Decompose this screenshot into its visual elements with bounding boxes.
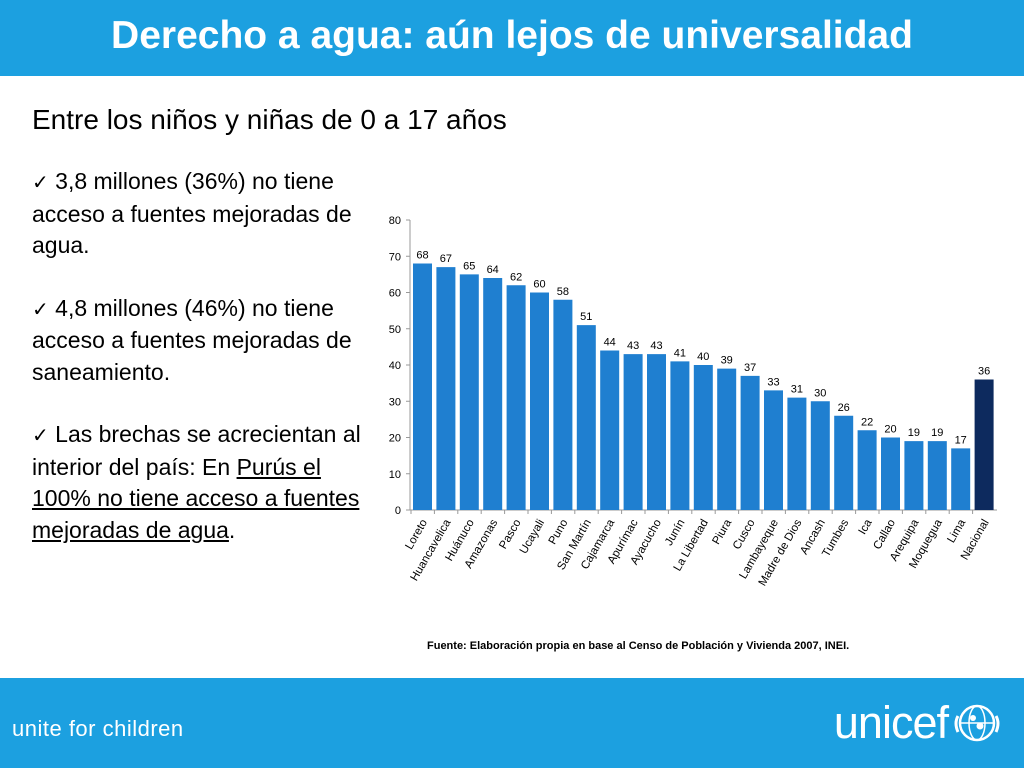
x-tick-label: Piura: [710, 517, 734, 547]
y-tick-label: 0: [395, 505, 401, 517]
bar: [413, 263, 432, 510]
bullet-item: ✓ 4,8 millones (46%) no tiene acceso a f…: [32, 293, 362, 389]
footer-bar: unite for children unicef: [0, 678, 1024, 768]
bullet-text: 3,8 millones (36%) no tiene acceso a fue…: [32, 168, 352, 258]
x-tick-label: Lima: [945, 517, 968, 545]
bar: [670, 361, 690, 510]
bar: [506, 285, 526, 510]
data-label: 67: [440, 253, 452, 265]
x-tick-label: Ica: [857, 517, 875, 537]
data-label: 31: [791, 384, 803, 396]
data-label: 41: [674, 347, 686, 359]
data-label: 43: [627, 340, 639, 352]
bar: [530, 292, 549, 510]
y-tick-label: 60: [389, 288, 401, 300]
x-tick-label: Junín: [663, 518, 687, 548]
title-bar: Derecho a agua: aún lejos de universalid…: [0, 0, 1024, 76]
data-label: 40: [697, 351, 709, 363]
data-label: 39: [721, 355, 733, 367]
data-label: 30: [814, 387, 826, 399]
unicef-logo: unicef: [834, 698, 1002, 748]
bar: [787, 397, 807, 510]
bar: [927, 441, 947, 510]
bar: [764, 390, 783, 510]
bullet-text: 4,8 millones (46%) no tiene acceso a fue…: [32, 294, 352, 385]
source-note: Fuente: Elaboración propia en base al Ce…: [427, 640, 850, 652]
y-tick-label: 80: [389, 215, 401, 227]
bar: [951, 448, 971, 510]
data-label: 60: [533, 279, 545, 291]
logo-wordmark: unicef: [833, 697, 949, 748]
data-label: 19: [908, 427, 920, 439]
data-label: 44: [604, 337, 616, 349]
tagline: unite for children: [12, 716, 184, 741]
checkmark-icon: ✓: [32, 423, 49, 447]
bar: [717, 368, 737, 510]
data-label: 58: [557, 286, 569, 298]
checkmark-icon: ✓: [32, 170, 49, 194]
data-label: 36: [978, 366, 990, 378]
bullet-highlight-text: Purús el 100% no tiene acceso a fuentes …: [32, 453, 360, 543]
y-tick-label: 40: [389, 360, 401, 372]
bar-chart: 0102030405060708068Loreto67Huancavelica6…: [389, 215, 997, 588]
bar: [623, 354, 643, 510]
data-label: 19: [931, 427, 943, 439]
bar: [553, 299, 573, 510]
data-label: 26: [838, 402, 850, 414]
bar: [600, 350, 620, 510]
bar: [483, 278, 503, 510]
data-label: 20: [884, 424, 896, 436]
bar: [904, 441, 924, 510]
bullet-item: ✓ Las brechas se acrecientan al interior…: [32, 419, 362, 546]
bar: [834, 415, 854, 510]
data-label: 64: [487, 264, 499, 276]
y-tick-label: 70: [389, 251, 401, 263]
bullet-item: ✓ 3,8 millones (36%) no tiene acceso a f…: [32, 166, 362, 262]
slide-subtitle: Entre los niños y niñas de 0 a 17 años: [32, 104, 507, 135]
bar: [974, 379, 994, 510]
data-label: 37: [744, 362, 756, 374]
checkmark-icon: ✓: [32, 296, 49, 321]
unicef-emblem-icon: [954, 704, 1000, 742]
y-tick-label: 10: [389, 469, 401, 481]
data-label: 33: [767, 376, 779, 388]
data-label: 22: [861, 416, 873, 428]
bar: [740, 375, 760, 510]
data-label: 43: [650, 340, 662, 352]
bar: [693, 365, 713, 510]
bar: [436, 267, 456, 510]
bullet-list: ✓ 3,8 millones (36%) no tiene acceso a f…: [32, 166, 362, 577]
y-tick-label: 50: [389, 324, 401, 336]
data-label: 62: [510, 271, 522, 283]
bar: [459, 274, 479, 510]
y-tick-label: 20: [389, 433, 401, 445]
x-tick-label: Puno: [547, 518, 571, 547]
bullet-text-end: .: [228, 516, 236, 543]
data-label: 68: [416, 250, 428, 262]
slide-title: Derecho a agua: aún lejos de universalid…: [111, 14, 913, 57]
bar: [881, 437, 900, 510]
bar: [647, 354, 666, 510]
y-tick-label: 30: [389, 396, 401, 408]
data-label: 51: [580, 311, 592, 323]
data-label: 17: [955, 434, 967, 446]
bar: [810, 401, 830, 510]
data-label: 65: [463, 260, 475, 272]
bar: [857, 430, 877, 510]
bullet-text: Las brechas se acrecientan al interior d…: [32, 421, 361, 480]
bar: [576, 325, 596, 510]
